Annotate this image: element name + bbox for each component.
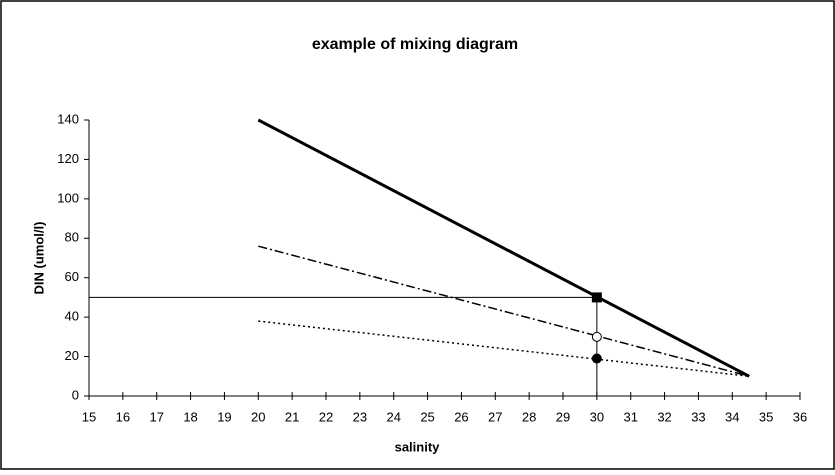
- x-tick-label: 21: [285, 409, 299, 424]
- line: [258, 320, 750, 378]
- x-tick-label: 18: [183, 409, 197, 424]
- x-tick-label: 30: [590, 409, 604, 424]
- x-tick-label: 22: [319, 409, 333, 424]
- x-tick-label: 31: [623, 409, 637, 424]
- x-tick-label: 24: [386, 409, 400, 424]
- x-tick-label: 20: [251, 409, 265, 424]
- x-tick-label: 27: [488, 409, 502, 424]
- y-tick-label: 140: [57, 111, 79, 126]
- x-tick-label: 28: [522, 409, 536, 424]
- x-tick-label: 33: [691, 409, 705, 424]
- x-tick-label: 15: [82, 409, 96, 424]
- y-tick-label: 40: [65, 309, 79, 324]
- x-tick-label: 32: [657, 409, 671, 424]
- x-tick-label: 26: [454, 409, 468, 424]
- marker: [591, 353, 602, 364]
- y-tick-label: 120: [57, 151, 79, 166]
- y-tick-label: 0: [72, 387, 79, 402]
- x-tick-label: 17: [149, 409, 163, 424]
- x-tick-label: 36: [793, 409, 807, 424]
- y-tick-label: 80: [65, 230, 79, 245]
- x-tick-label: 34: [725, 409, 739, 424]
- x-tick-label: 19: [217, 409, 231, 424]
- x-tick-label: 29: [556, 409, 570, 424]
- chart-title: example of mixing diagram: [312, 36, 518, 53]
- y-axis-label: DIN (umol/l): [31, 222, 46, 295]
- line: [257, 118, 750, 378]
- y-tick-label: 60: [65, 269, 79, 284]
- marker: [591, 292, 602, 303]
- y-tick-label: 100: [57, 190, 79, 205]
- x-tick-label: 16: [116, 409, 130, 424]
- x-tick-label: 35: [759, 409, 773, 424]
- x-tick-label: 23: [353, 409, 367, 424]
- y-tick-label: 20: [65, 348, 79, 363]
- x-axis-label: salinity: [395, 439, 441, 454]
- marker: [591, 331, 602, 342]
- x-tick-label: 25: [420, 409, 434, 424]
